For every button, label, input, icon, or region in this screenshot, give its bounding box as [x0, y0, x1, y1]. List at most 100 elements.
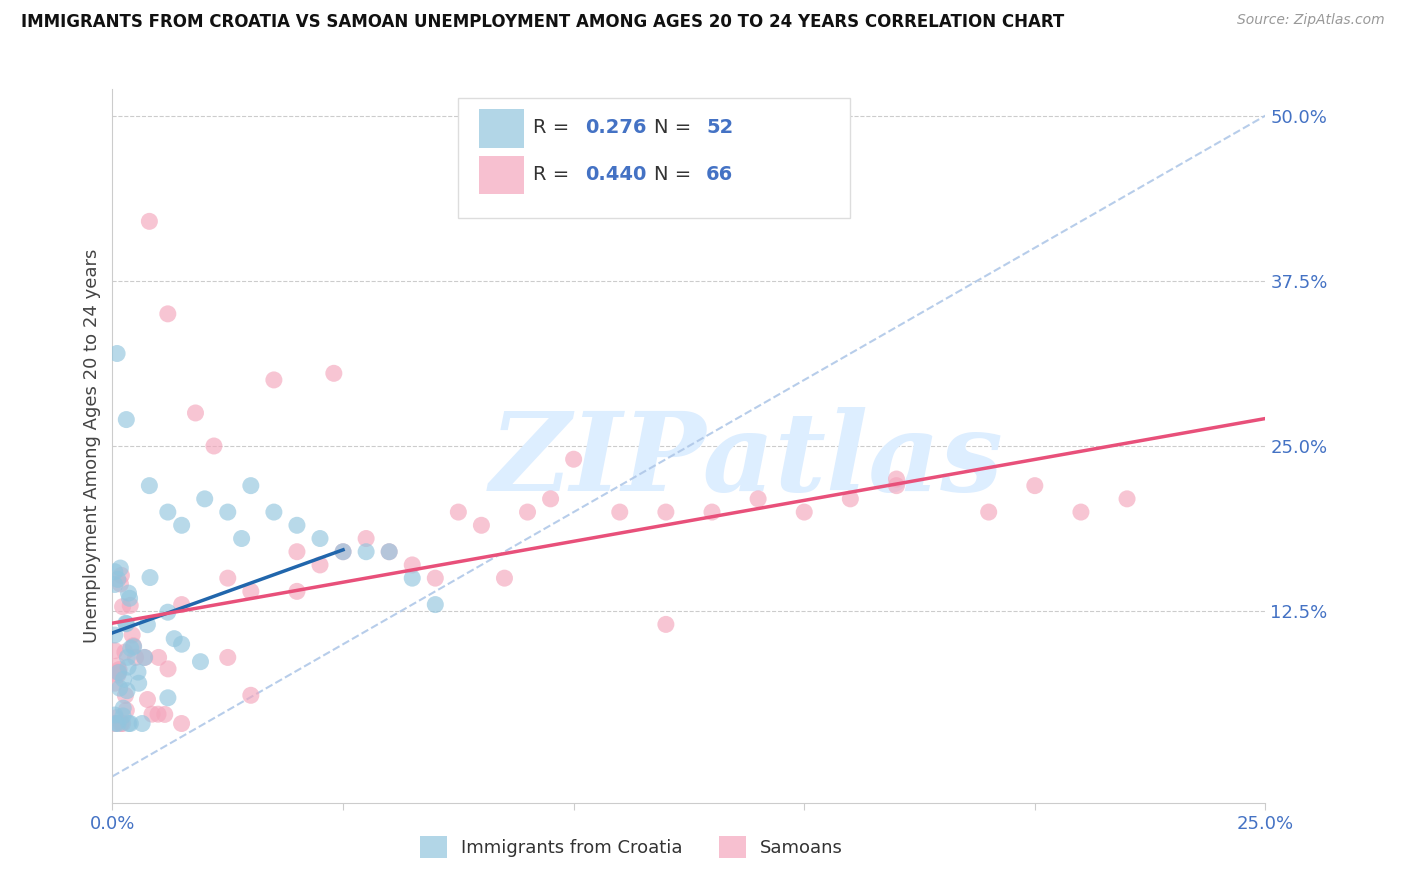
Point	[120, 716, 142, 731]
Point	[110, 561, 132, 575]
Point	[354, 532, 377, 546]
Point	[839, 491, 862, 506]
Point	[104, 711, 127, 725]
Point	[285, 518, 308, 533]
Point	[217, 505, 239, 519]
Point	[104, 716, 127, 731]
Point	[136, 617, 159, 632]
Point	[156, 690, 179, 705]
Point	[977, 505, 1000, 519]
Point	[655, 617, 678, 632]
Point	[157, 662, 180, 676]
Point	[115, 683, 138, 698]
Point	[447, 505, 470, 519]
Text: Source: ZipAtlas.com: Source: ZipAtlas.com	[1237, 13, 1385, 28]
Point	[138, 478, 160, 492]
Point	[1116, 491, 1139, 506]
Point	[309, 532, 332, 546]
Point	[886, 478, 908, 492]
Point	[231, 532, 253, 546]
Point	[239, 478, 262, 492]
Point	[110, 568, 132, 582]
Point	[124, 650, 146, 665]
Point	[114, 645, 136, 659]
Point	[136, 692, 159, 706]
Point	[105, 346, 128, 360]
Point	[156, 307, 179, 321]
Point	[309, 558, 332, 572]
Point	[117, 716, 139, 731]
Point	[107, 573, 129, 587]
Text: R =: R =	[533, 118, 576, 136]
Point	[425, 598, 447, 612]
Point	[401, 571, 423, 585]
Point	[322, 367, 344, 381]
Point	[194, 491, 217, 506]
Point	[1024, 478, 1046, 492]
Point	[217, 571, 239, 585]
Point	[115, 412, 138, 426]
Point	[793, 505, 815, 519]
Point	[108, 663, 131, 677]
Point	[110, 716, 132, 731]
Point	[120, 599, 142, 613]
Text: 0.440: 0.440	[585, 165, 647, 185]
Point	[122, 639, 145, 653]
Text: N =: N =	[654, 165, 697, 185]
Point	[239, 688, 262, 702]
Point	[1070, 505, 1092, 519]
Point	[107, 659, 129, 673]
Text: 66: 66	[706, 165, 734, 185]
Point	[114, 616, 136, 631]
Point	[107, 716, 129, 731]
Point	[886, 472, 908, 486]
Point	[104, 708, 127, 723]
Point	[104, 565, 127, 579]
Point	[110, 577, 132, 591]
Point	[104, 628, 127, 642]
Point	[146, 707, 169, 722]
Point	[112, 701, 135, 715]
Point	[104, 577, 127, 591]
Point	[190, 655, 212, 669]
Point	[332, 545, 354, 559]
FancyBboxPatch shape	[458, 98, 851, 218]
Point	[111, 599, 134, 614]
Y-axis label: Unemployment Among Ages 20 to 24 years: Unemployment Among Ages 20 to 24 years	[83, 249, 101, 643]
Text: N =: N =	[654, 118, 697, 136]
Point	[202, 439, 225, 453]
Point	[378, 545, 401, 559]
Point	[217, 650, 239, 665]
Point	[131, 716, 153, 731]
Point	[170, 598, 193, 612]
Point	[470, 518, 492, 533]
Point	[111, 709, 134, 723]
Point	[107, 665, 129, 680]
Point	[354, 545, 377, 559]
Point	[263, 373, 285, 387]
Point	[516, 505, 538, 519]
Point	[121, 628, 143, 642]
Point	[114, 689, 136, 703]
Point	[117, 660, 139, 674]
Point	[117, 650, 139, 665]
Point	[156, 505, 179, 519]
Point	[104, 643, 127, 657]
Text: 52: 52	[706, 118, 734, 136]
FancyBboxPatch shape	[479, 109, 524, 148]
Text: IMMIGRANTS FROM CROATIA VS SAMOAN UNEMPLOYMENT AMONG AGES 20 TO 24 YEARS CORRELA: IMMIGRANTS FROM CROATIA VS SAMOAN UNEMPL…	[21, 13, 1064, 31]
FancyBboxPatch shape	[479, 155, 524, 194]
Point	[139, 570, 162, 584]
Point	[540, 491, 562, 506]
Point	[700, 505, 723, 519]
Point	[138, 214, 160, 228]
Point	[112, 672, 135, 686]
Point	[104, 676, 127, 690]
Legend: Immigrants from Croatia, Samoans: Immigrants from Croatia, Samoans	[412, 829, 851, 865]
Text: 0.276: 0.276	[585, 118, 647, 136]
Point	[115, 703, 138, 717]
Point	[184, 406, 207, 420]
Text: R =: R =	[533, 165, 576, 185]
Point	[134, 650, 156, 665]
Point	[562, 452, 585, 467]
